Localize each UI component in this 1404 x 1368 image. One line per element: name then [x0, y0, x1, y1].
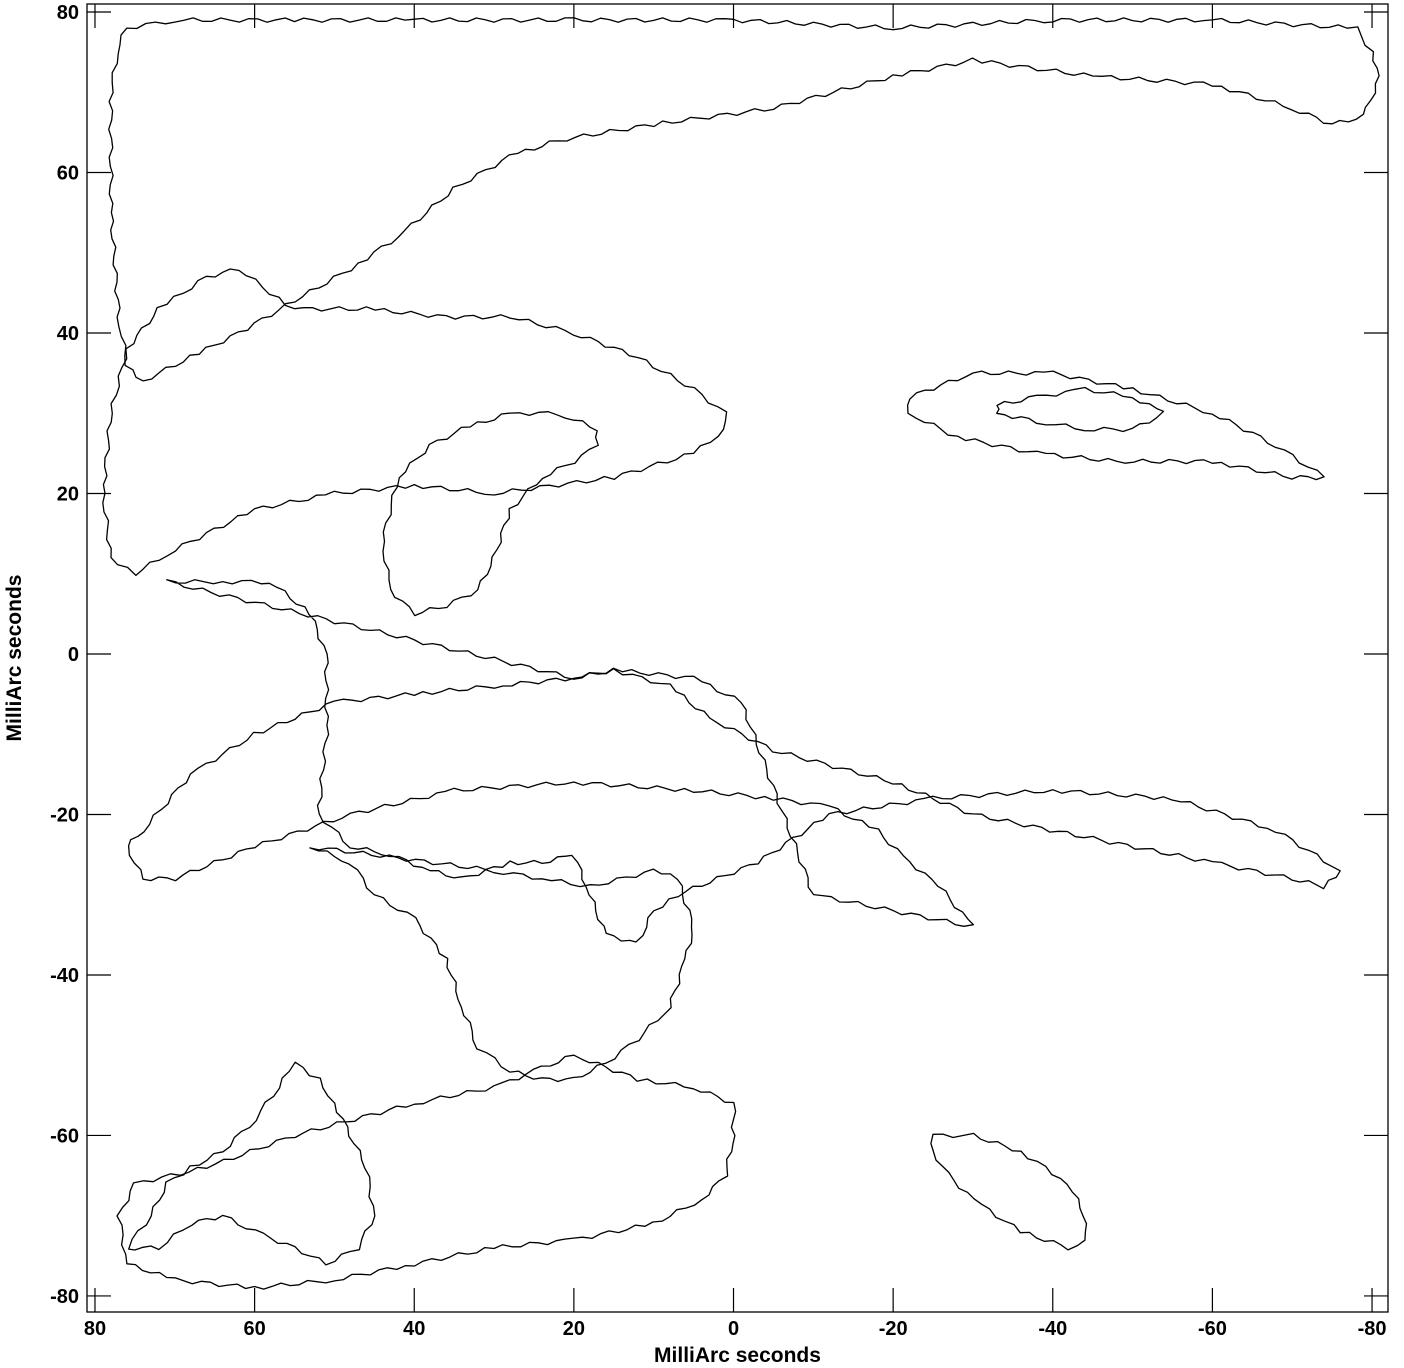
- y-tick-label: 60: [57, 163, 79, 185]
- x-tick-label: -20: [879, 1318, 908, 1340]
- y-tick-label: 80: [57, 2, 79, 24]
- x-tick-label: -60: [1198, 1318, 1227, 1340]
- x-tick-label: -80: [1358, 1318, 1387, 1340]
- contour-lower-loop: [309, 847, 693, 1083]
- contour-right-lower-inner: [930, 1132, 1088, 1251]
- x-tick-label: 80: [84, 1318, 106, 1340]
- contour-center-arc: [382, 411, 599, 617]
- contour-right-inner-upper: [996, 386, 1165, 433]
- y-tick-label: -20: [50, 804, 79, 826]
- contour-right-lower-outer: [127, 667, 975, 927]
- tick-labels: 80 60 40 20 0 -20 -40 -60 -80806040200-20-40-60-…: [50, 2, 1386, 1340]
- x-tick-label: 60: [243, 1318, 265, 1340]
- x-tick-label: 40: [403, 1318, 425, 1340]
- y-tick-label: -40: [50, 965, 79, 987]
- plot-frame: [86, 3, 1389, 1313]
- x-tick-label: 20: [563, 1318, 585, 1340]
- x-tick-label: 0: [728, 1318, 739, 1340]
- axis-ticks: [87, 4, 1388, 1312]
- contour-right-middle-upper: [906, 370, 1325, 481]
- contour-upper-band: [108, 17, 1380, 382]
- contour-left-lower-cluster: [128, 1061, 376, 1266]
- y-tick-label: 0: [68, 644, 79, 666]
- contour-left-lobe: [166, 579, 1341, 943]
- y-tick-label: -60: [50, 1125, 79, 1147]
- y-axis-title: MilliArc seconds: [3, 575, 26, 742]
- contour-lines: [102, 17, 1380, 1290]
- x-axis-title: MilliArc seconds: [654, 1344, 821, 1367]
- y-tick-label: -80: [50, 1286, 79, 1308]
- y-tick-label: 40: [57, 323, 79, 345]
- x-tick-label: -40: [1038, 1318, 1067, 1340]
- contour-right-outer-upper: [102, 268, 728, 577]
- y-tick-label: 20: [57, 483, 79, 505]
- contour-right-lower-outer-2: [116, 1054, 737, 1290]
